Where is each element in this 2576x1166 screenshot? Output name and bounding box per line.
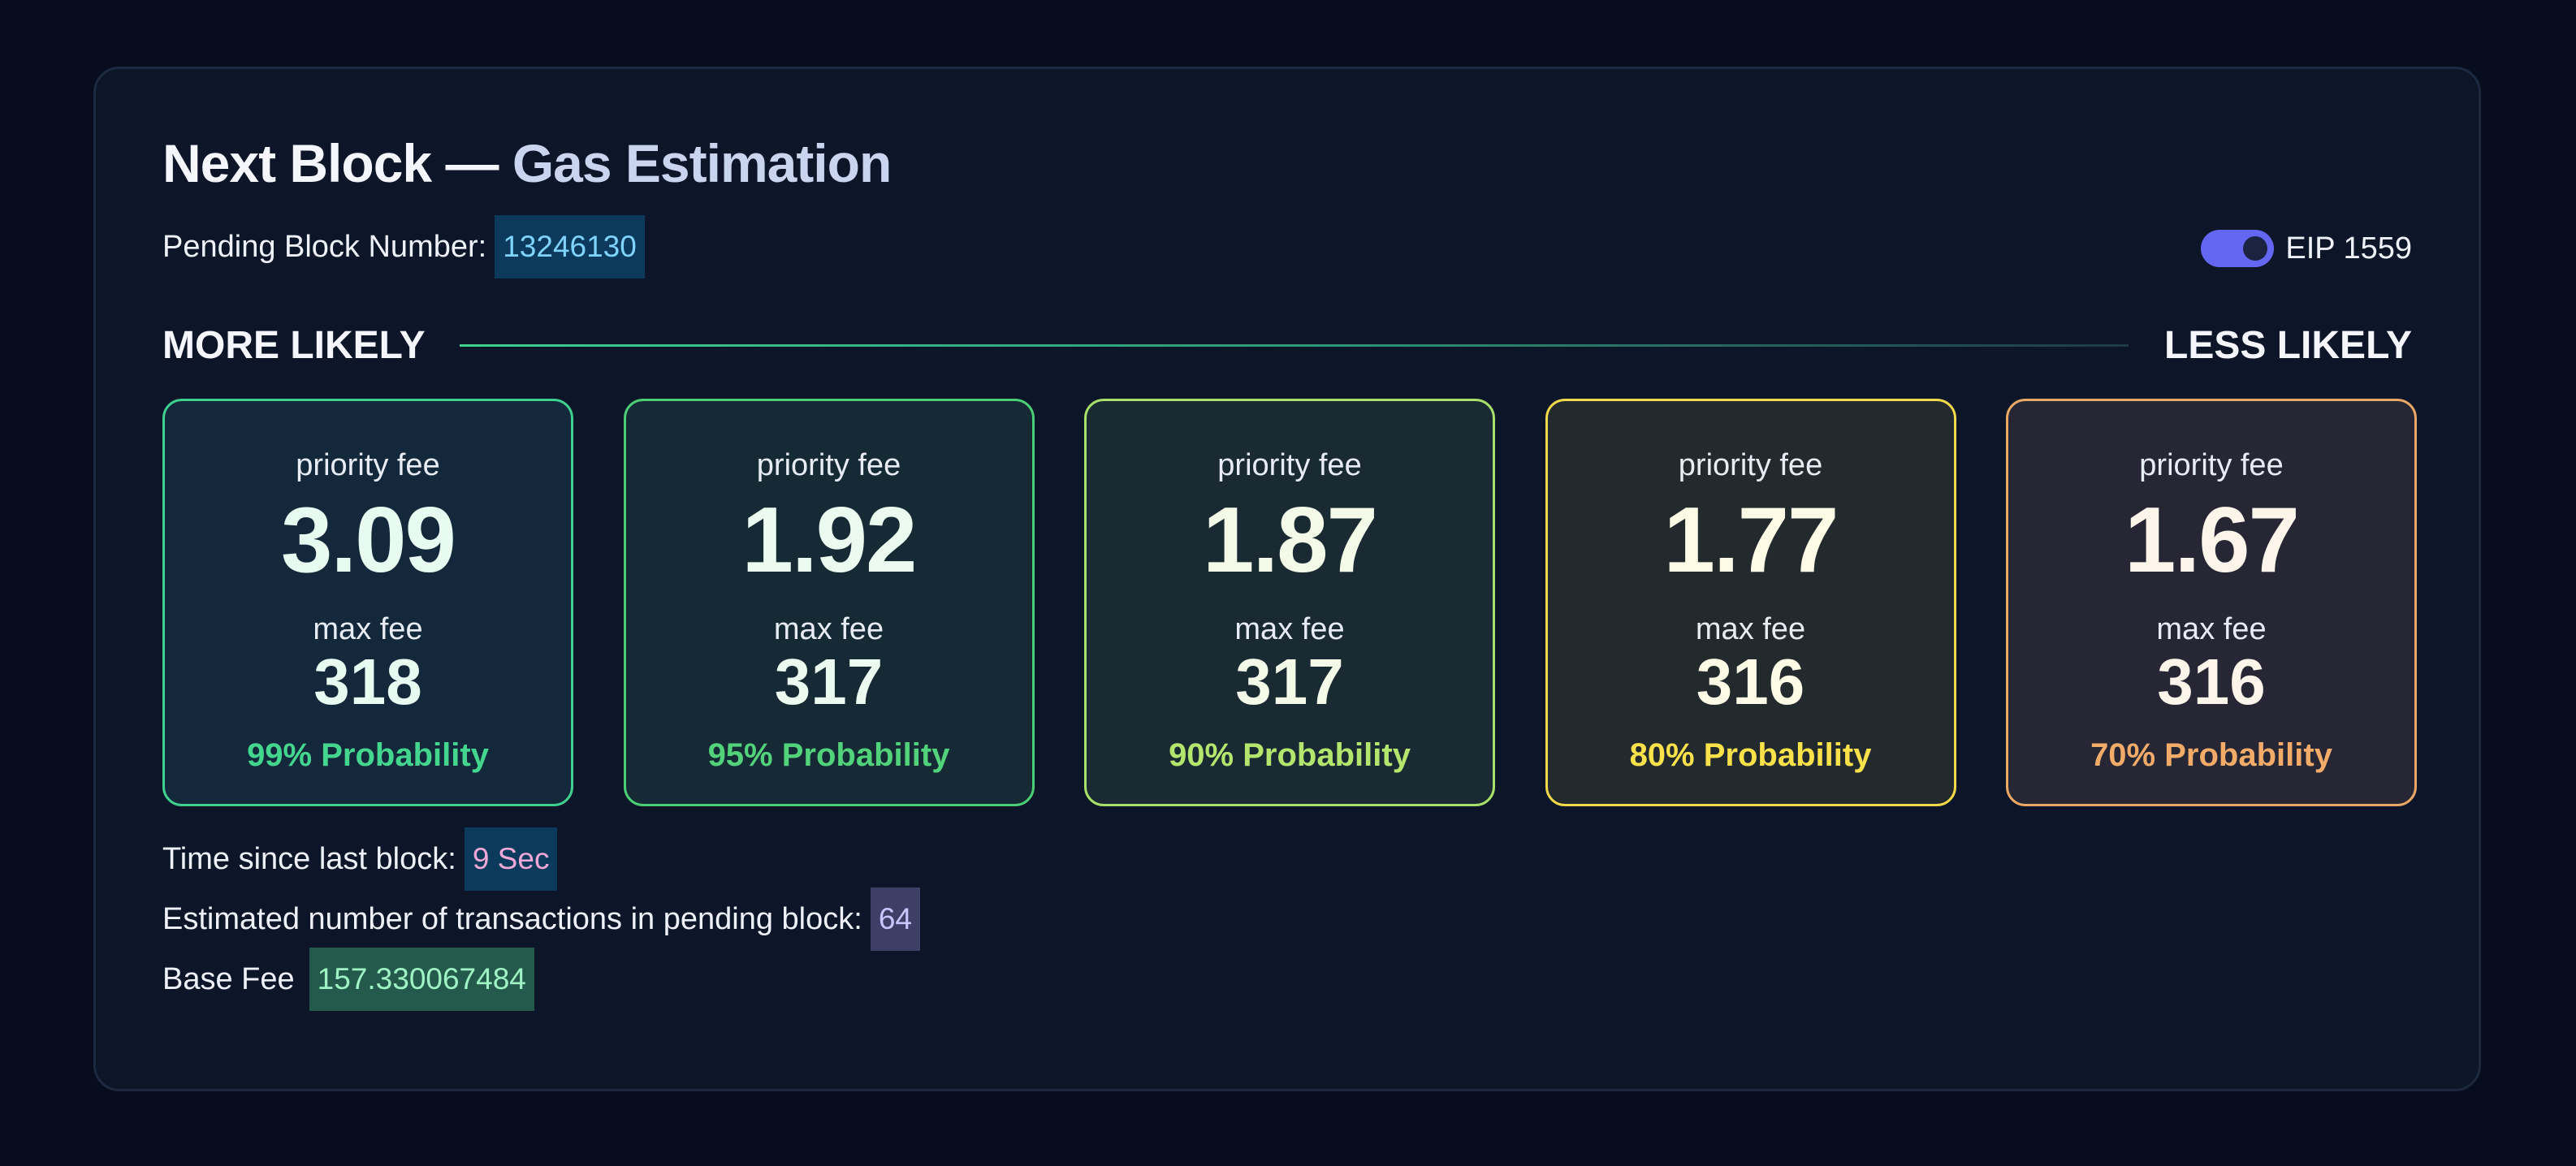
gas-estimation-panel: Next Block — Gas Estimation Pending Bloc… (93, 67, 2481, 1091)
max-fee-label: max fee (313, 612, 423, 646)
eip1559-toggle-label: EIP 1559 (2285, 231, 2412, 266)
base-fee-label: Base Fee (162, 961, 295, 996)
less-likely-label: LESS LIKELY (2164, 323, 2412, 367)
eip1559-toggle[interactable] (2201, 230, 2275, 267)
base-fee-row: Base Fee 157.330067484 (162, 948, 534, 1011)
max-fee-value: 316 (1696, 646, 1805, 718)
title-main: Next Block — (162, 133, 499, 193)
time-since-last-block-row: Time since last block: 9 Sec (162, 827, 558, 891)
pending-block-value: 13246130 (495, 215, 645, 279)
priority-fee-label: priority fee (756, 448, 901, 482)
fee-card-80[interactable]: priority fee 1.77 max fee 316 80% Probab… (1545, 399, 1956, 806)
toggle-knob (2243, 236, 2268, 261)
priority-fee-value: 1.87 (1203, 489, 1378, 592)
priority-fee-label: priority fee (1678, 448, 1823, 482)
time-since-last-block-value: 9 Sec (464, 827, 558, 891)
fee-card-99[interactable]: priority fee 3.09 max fee 318 99% Probab… (162, 399, 573, 806)
priority-fee-value: 3.09 (281, 489, 456, 592)
base-fee-value: 157.330067484 (309, 948, 534, 1011)
max-fee-value: 316 (2157, 646, 2266, 718)
time-since-last-block-label: Time since last block: (162, 841, 456, 876)
pending-tx-count-label: Estimated number of transactions in pend… (162, 901, 862, 936)
likelihood-scale: MORE LIKELY LESS LIKELY (162, 313, 2412, 378)
pending-block-label: Pending Block Number: (162, 229, 487, 264)
priority-fee-value: 1.92 (741, 489, 918, 592)
pending-tx-count-row: Estimated number of transactions in pend… (162, 887, 920, 951)
max-fee-value: 318 (313, 646, 422, 718)
title-accent: Gas Estimation (512, 133, 892, 193)
page-title: Next Block — Gas Estimation (162, 132, 892, 194)
priority-fee-label: priority fee (2139, 448, 2284, 482)
pending-block-row: Pending Block Number: 13246130 (162, 215, 645, 279)
probability-label: 80% Probability (1629, 737, 1872, 773)
max-fee-value: 317 (1235, 646, 1344, 718)
probability-label: 90% Probability (1169, 737, 1411, 773)
max-fee-label: max fee (773, 612, 884, 646)
more-likely-label: MORE LIKELY (162, 323, 426, 367)
max-fee-label: max fee (1695, 612, 1806, 646)
eip1559-toggle-group: EIP 1559 (2201, 230, 2412, 267)
probability-label: 70% Probability (2090, 737, 2332, 773)
probability-label: 99% Probability (247, 737, 489, 773)
priority-fee-label: priority fee (1217, 448, 1362, 482)
fee-card-90[interactable]: priority fee 1.87 max fee 317 90% Probab… (1084, 399, 1495, 806)
max-fee-value: 317 (774, 646, 884, 718)
fee-card-95[interactable]: priority fee 1.92 max fee 317 95% Probab… (623, 399, 1035, 806)
max-fee-label: max fee (2156, 612, 2267, 646)
max-fee-label: max fee (1234, 612, 1345, 646)
fee-cards: priority fee 3.09 max fee 318 99% Probab… (162, 399, 2417, 806)
priority-fee-value: 1.67 (2124, 489, 2300, 592)
priority-fee-label: priority fee (296, 448, 440, 482)
pending-tx-count-value: 64 (870, 887, 920, 951)
fee-card-70[interactable]: priority fee 1.67 max fee 316 70% Probab… (2006, 399, 2417, 806)
likelihood-gradient-line (459, 343, 2129, 347)
probability-label: 95% Probability (707, 737, 950, 773)
priority-fee-value: 1.77 (1663, 489, 1839, 592)
